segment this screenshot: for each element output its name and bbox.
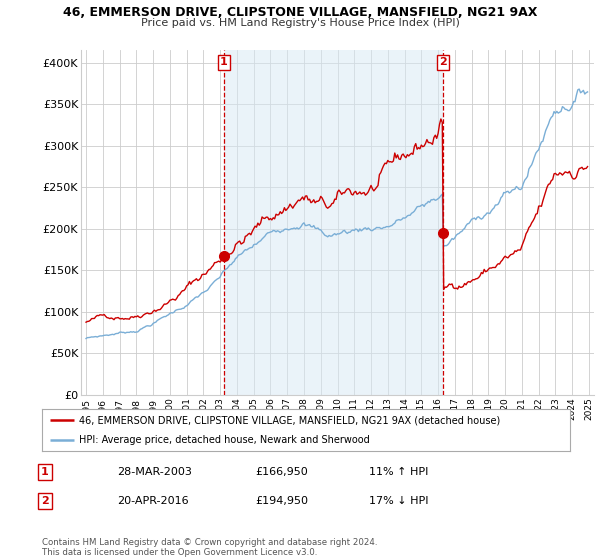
Text: 2: 2 xyxy=(41,496,49,506)
Text: HPI: Average price, detached house, Newark and Sherwood: HPI: Average price, detached house, Newa… xyxy=(79,435,370,445)
Text: Price paid vs. HM Land Registry's House Price Index (HPI): Price paid vs. HM Land Registry's House … xyxy=(140,18,460,28)
Text: 2: 2 xyxy=(439,58,447,67)
Text: 17% ↓ HPI: 17% ↓ HPI xyxy=(369,496,428,506)
Text: 28-MAR-2003: 28-MAR-2003 xyxy=(117,467,192,477)
Text: 46, EMMERSON DRIVE, CLIPSTONE VILLAGE, MANSFIELD, NG21 9AX: 46, EMMERSON DRIVE, CLIPSTONE VILLAGE, M… xyxy=(63,6,537,18)
Text: £194,950: £194,950 xyxy=(255,496,308,506)
Bar xyxy=(224,50,443,395)
Text: Contains HM Land Registry data © Crown copyright and database right 2024.
This d: Contains HM Land Registry data © Crown c… xyxy=(42,538,377,557)
Text: 1: 1 xyxy=(220,58,228,67)
Text: 11% ↑ HPI: 11% ↑ HPI xyxy=(369,467,428,477)
Text: 20-APR-2016: 20-APR-2016 xyxy=(117,496,188,506)
Text: 1: 1 xyxy=(41,467,49,477)
Text: £166,950: £166,950 xyxy=(255,467,308,477)
Text: 46, EMMERSON DRIVE, CLIPSTONE VILLAGE, MANSFIELD, NG21 9AX (detached house): 46, EMMERSON DRIVE, CLIPSTONE VILLAGE, M… xyxy=(79,415,500,425)
